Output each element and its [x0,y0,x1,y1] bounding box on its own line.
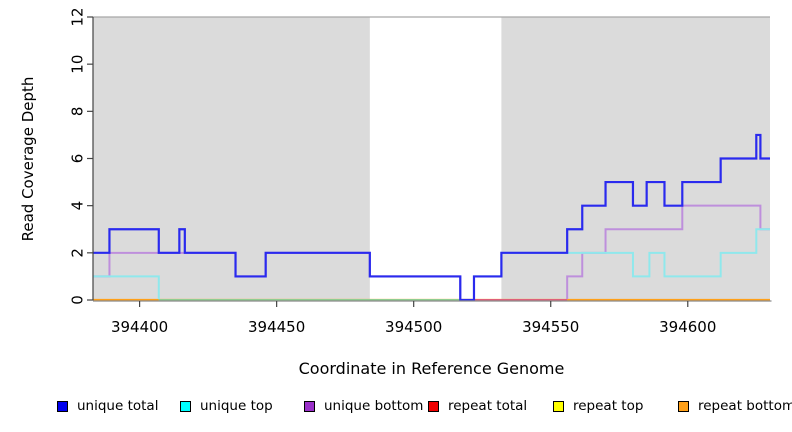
legend-item-repeat-total: repeat total [428,396,527,416]
y-tick-label: 4 [69,201,87,211]
y-tick-label: 2 [69,248,87,258]
legend-item-repeat-bottom: repeat bottom [678,396,792,416]
legend-label: repeat top [573,398,644,414]
series-line-unique-total [93,133,770,302]
legend-swatch-icon [57,400,68,412]
legend-item-unique-total: unique total [57,396,158,416]
legend-swatch-icon [304,400,315,412]
legend-swatch-icon [428,400,439,412]
legend-label: unique bottom [324,398,424,414]
shaded-region [93,17,370,300]
x-tick-label: 394600 [659,318,716,336]
legend-label: repeat bottom [698,398,792,414]
legend-label: unique total [77,398,159,414]
legend-swatch-icon [678,400,689,412]
y-tick-label: 8 [69,107,87,117]
x-tick-label: 394400 [111,318,168,336]
legend: unique total unique top unique bottom repea… [0,396,792,418]
legend-label: unique top [200,398,273,414]
x-tick-label: 394500 [385,318,442,336]
y-axis-title: Read Coverage Depth [19,76,37,242]
legend-item-unique-top: unique top [180,396,273,416]
legend-item-repeat-top: repeat top [553,396,643,416]
x-tick-label: 394550 [522,318,579,336]
x-axis-title: Coordinate in Reference Genome [298,359,565,378]
legend-swatch-icon [180,400,191,412]
y-tick-label: 6 [69,154,87,164]
legend-label: repeat total [448,398,528,414]
x-tick-label: 394450 [248,318,305,336]
y-tick-label: 12 [69,7,87,26]
legend-item-unique-bottom: unique bottom [304,396,423,416]
y-tick-label: 0 [69,295,87,305]
y-tick-label: 10 [69,55,87,74]
legend-swatch-icon [553,400,564,412]
